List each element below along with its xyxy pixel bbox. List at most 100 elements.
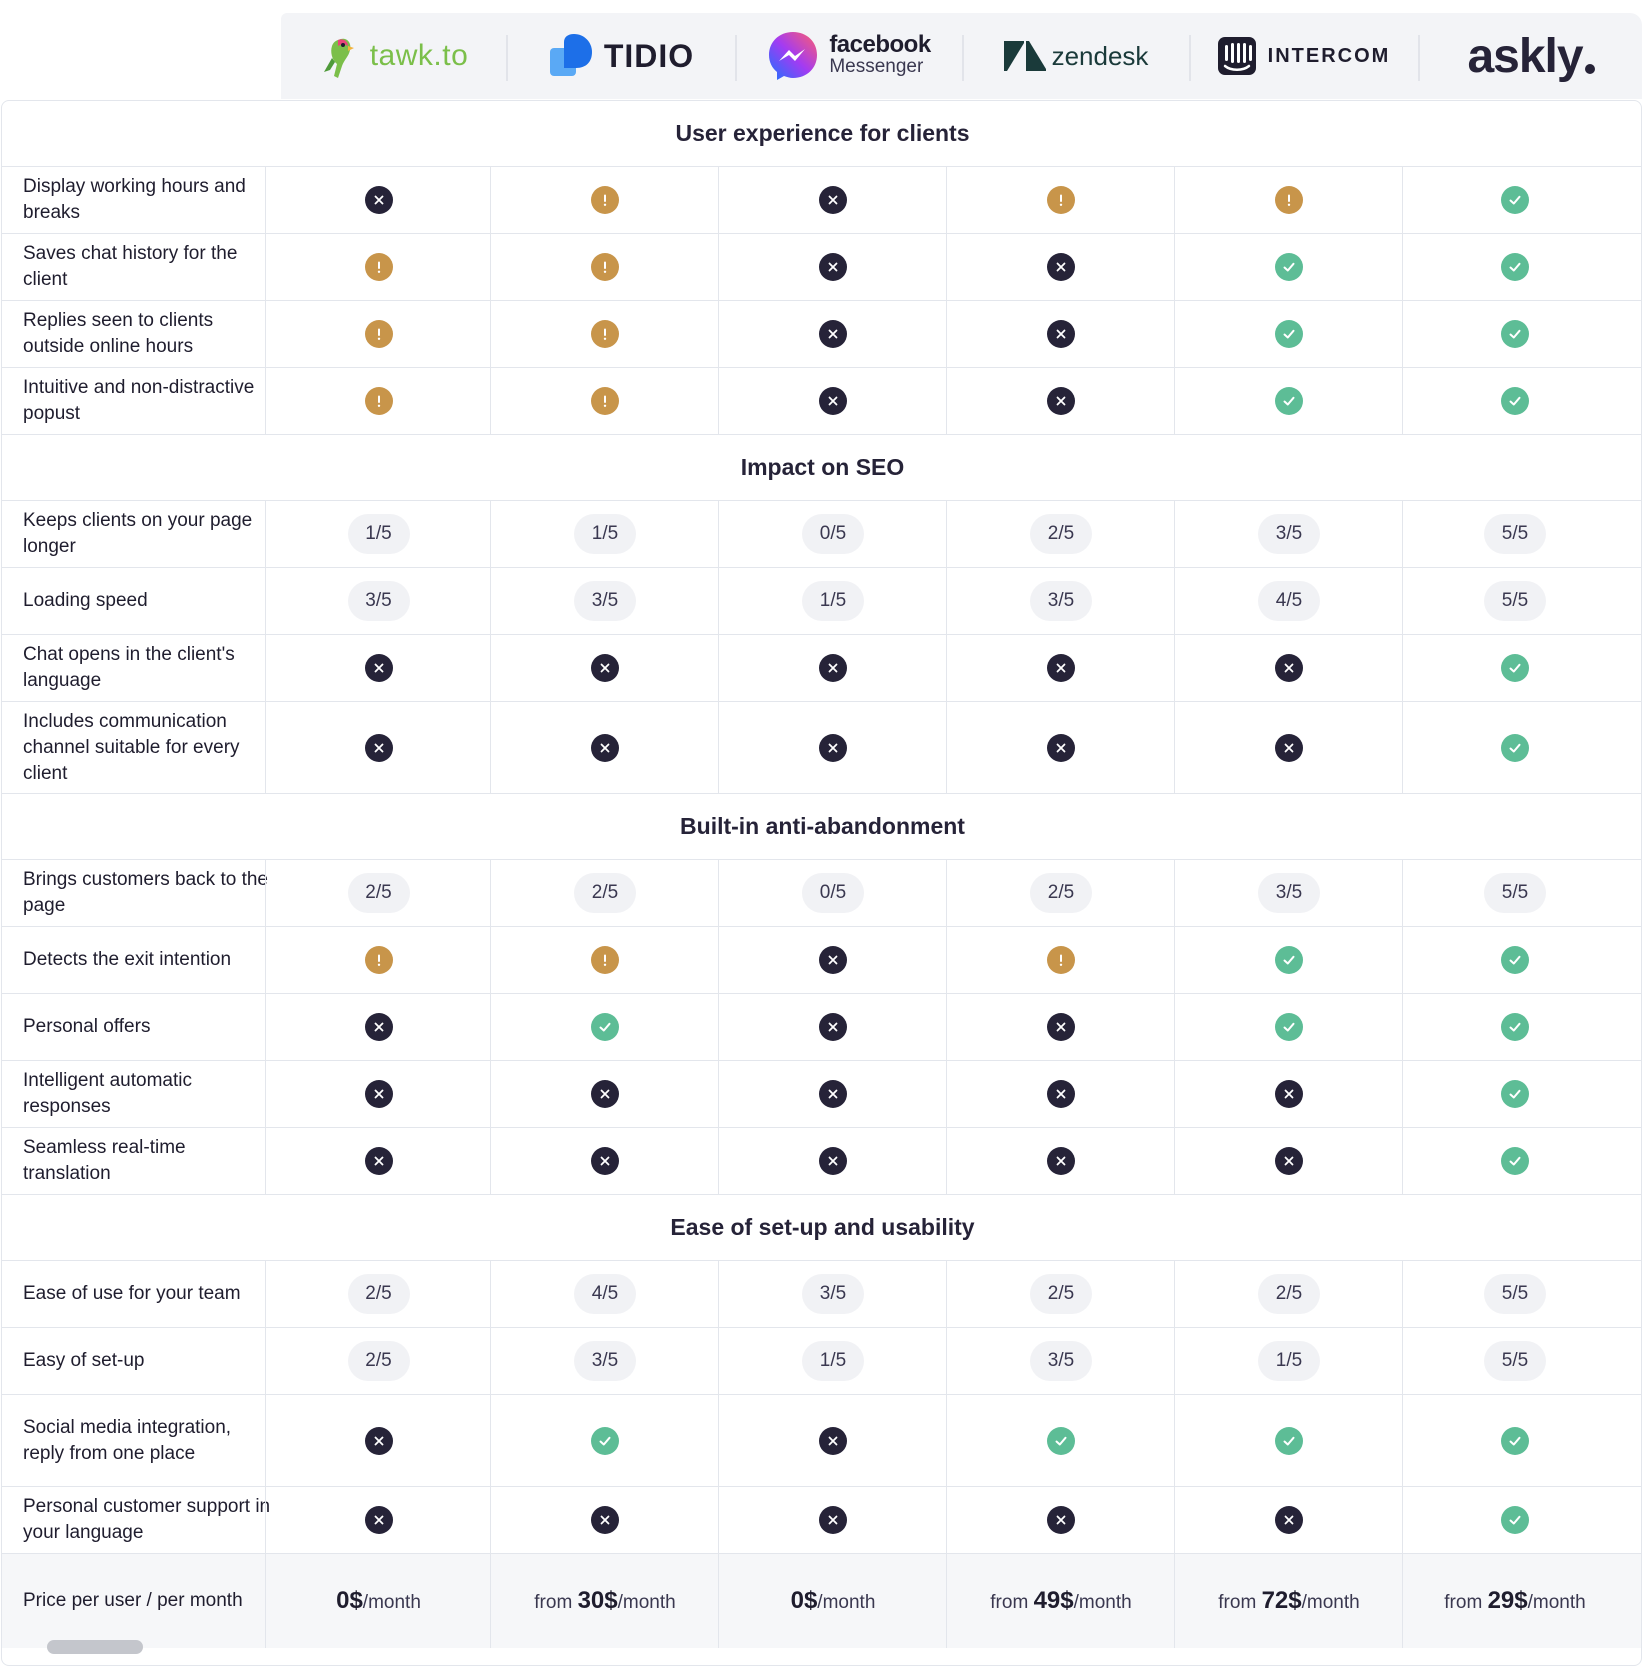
price-label: Price per user / per month	[23, 1590, 243, 1611]
section-title: Built-in anti-abandonment	[680, 813, 965, 839]
score-pill: 2/5	[1258, 1274, 1320, 1314]
check-icon	[1275, 946, 1303, 974]
value-cell: 4/5	[491, 1261, 719, 1327]
cross-icon	[1047, 654, 1075, 682]
column-divider	[1402, 702, 1403, 793]
price-suffix: /month	[1527, 1592, 1586, 1613]
value-cell: 0/5	[719, 501, 947, 567]
value-cell	[947, 301, 1175, 367]
value-cell	[1403, 368, 1627, 434]
column-divider	[1174, 1061, 1175, 1127]
cross-icon	[1047, 253, 1075, 281]
check-icon	[1501, 1013, 1529, 1041]
section-header: Built-in anti-abandonment	[2, 794, 1641, 860]
value-cell	[1403, 1128, 1627, 1194]
check-icon	[1275, 320, 1303, 348]
value-cell	[719, 994, 947, 1060]
value-cell	[491, 1395, 719, 1486]
cross-icon	[591, 1080, 619, 1108]
value-cell	[947, 368, 1175, 434]
value-cell	[947, 994, 1175, 1060]
value-cell	[719, 167, 947, 233]
value-cell	[1175, 702, 1403, 793]
value-cell	[1175, 1395, 1403, 1486]
column-divider	[1174, 167, 1175, 233]
column-divider	[1174, 234, 1175, 300]
value-cell: 1/5	[266, 501, 491, 567]
cross-icon	[1275, 1506, 1303, 1534]
column-divider	[1402, 167, 1403, 233]
price-prefix: from	[990, 1592, 1034, 1613]
column-divider	[1174, 927, 1175, 993]
price-value: 0$/month	[336, 1587, 421, 1615]
tidio-logo-icon	[549, 34, 592, 76]
check-icon	[1275, 1013, 1303, 1041]
score-pill: 3/5	[574, 1341, 636, 1381]
score-pill: 2/5	[347, 1274, 410, 1314]
value-cell: 5/5	[1403, 501, 1627, 567]
score-pill: 2/5	[1030, 514, 1092, 554]
value-cell	[1175, 368, 1403, 434]
column-divider	[490, 234, 491, 300]
column-divider	[946, 927, 947, 993]
column-divider	[1402, 994, 1403, 1060]
column-divider	[490, 1061, 491, 1127]
column-divider	[490, 1395, 491, 1486]
section-title: User experience for clients	[675, 120, 970, 146]
score-pill: 4/5	[1258, 581, 1320, 621]
cross-icon	[591, 1506, 619, 1534]
brand-name-intercom: INTERCOM	[1267, 44, 1391, 67]
value-cell	[947, 167, 1175, 233]
column-divider	[490, 1487, 491, 1553]
feature-label: Seamless real-time translation	[23, 1137, 186, 1184]
score-pill: 1/5	[802, 581, 864, 621]
column-divider	[946, 1487, 947, 1553]
value-cell	[1403, 1395, 1627, 1486]
price-cell: 0$/month	[719, 1554, 947, 1648]
score-pill: 1/5	[1258, 1341, 1320, 1381]
column-divider	[490, 568, 491, 634]
column-divider	[1174, 702, 1175, 793]
column-divider	[265, 635, 266, 701]
column-divider	[946, 301, 947, 367]
feature-label: Easy of set-up	[23, 1350, 145, 1371]
value-cell: 3/5	[1175, 860, 1403, 926]
value-cell: 2/5	[947, 1261, 1175, 1327]
warning-icon	[1047, 946, 1075, 974]
feature-label: Replies seen to clients outside online h…	[23, 310, 214, 357]
price-value: from 29$/month	[1444, 1587, 1585, 1615]
value-cell	[491, 1487, 719, 1553]
score-pill: 1/5	[347, 514, 410, 554]
check-icon	[1501, 320, 1529, 348]
value-cell	[491, 994, 719, 1060]
feature-row: Personal customer support in your langua…	[2, 1487, 1641, 1554]
column-divider	[946, 234, 947, 300]
column-divider	[1402, 368, 1403, 434]
warning-icon	[1047, 186, 1075, 214]
brand-name-tawkto: tawk.to	[369, 39, 469, 72]
column-divider	[1402, 860, 1403, 926]
value-cell: 3/5	[1175, 501, 1403, 567]
column-divider	[265, 860, 266, 926]
column-divider	[718, 1328, 719, 1394]
brand-name-zendesk: zendesk	[1051, 40, 1149, 71]
tawkto-parrot-icon	[323, 38, 354, 78]
value-cell	[1175, 1061, 1403, 1127]
comparison-table: User experience for clients Display worki…	[1, 100, 1642, 1666]
column-divider	[1402, 635, 1403, 701]
column-divider	[946, 702, 947, 793]
score-pill: 2/5	[347, 873, 410, 913]
value-cell	[719, 234, 947, 300]
value-cell	[947, 234, 1175, 300]
value-cell	[266, 927, 491, 993]
horizontal-scrollbar-thumb[interactable]	[47, 1640, 143, 1654]
brand-name-tidio: TIDIO	[603, 37, 695, 74]
column-divider	[718, 702, 719, 793]
feature-row: Social media integration, reply from one…	[2, 1395, 1641, 1487]
value-cell	[1175, 167, 1403, 233]
score-pill: 3/5	[1030, 1341, 1092, 1381]
column-divider	[265, 1328, 266, 1394]
brand-logo-bar: tawk.to TIDIO	[281, 13, 1642, 99]
section-title: Impact on SEO	[740, 454, 905, 480]
